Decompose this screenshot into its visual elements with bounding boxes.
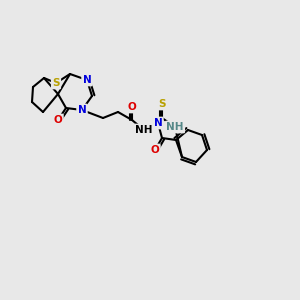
Text: N: N: [82, 75, 91, 85]
Text: S: S: [52, 78, 60, 88]
Text: NH: NH: [166, 122, 184, 132]
Text: N: N: [78, 105, 86, 115]
Text: O: O: [128, 102, 136, 112]
Text: O: O: [54, 115, 62, 125]
Text: N: N: [154, 118, 162, 128]
Text: NH: NH: [135, 125, 153, 135]
Text: O: O: [151, 145, 159, 155]
Text: S: S: [158, 99, 166, 109]
